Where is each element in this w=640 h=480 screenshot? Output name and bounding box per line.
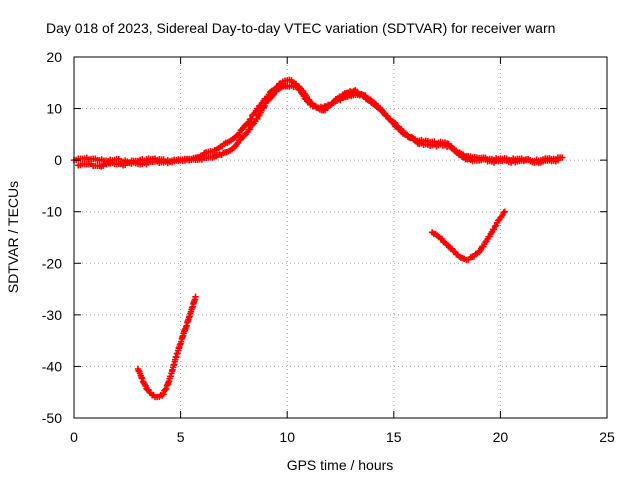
data-point [250, 111, 257, 118]
x-tick-label: 15 [386, 429, 402, 445]
data-point [490, 226, 498, 233]
series-main-band-b [75, 76, 562, 170]
data-point [160, 390, 167, 398]
y-tick-label: 10 [46, 101, 62, 117]
data-point [249, 121, 256, 128]
data-point [475, 248, 483, 256]
data-point [554, 156, 562, 164]
x-tick-label: 10 [279, 429, 295, 445]
y-tick-label: -30 [42, 307, 62, 323]
data-point [192, 293, 199, 301]
x-tick-label: 20 [493, 429, 509, 445]
data-point [482, 238, 489, 246]
plot-frame [73, 56, 608, 419]
y-tick-label: 20 [46, 49, 62, 65]
series-early-arc [134, 293, 199, 401]
data-point [391, 119, 399, 127]
data-point [139, 375, 146, 382]
data-point [246, 126, 254, 133]
x-tick-label: 5 [177, 429, 185, 445]
data-point [255, 112, 262, 120]
series-late-arc [428, 208, 508, 264]
y-axis-label: SDTVAR / TECUs [5, 181, 21, 293]
y-tick-label: 0 [54, 152, 62, 168]
chart-title: Day 018 of 2023, Sidereal Day-to-day VTE… [46, 20, 555, 36]
x-tick-label: 25 [599, 429, 615, 445]
ticks: 0 5 10 15 20 25 -50 -40 -30 -20 -10 0 10 20 [42, 49, 615, 445]
data-point [162, 385, 170, 393]
data-point [501, 208, 508, 215]
y-tick-label: -20 [42, 255, 62, 271]
grid [74, 57, 607, 418]
data-layer [70, 76, 566, 401]
y-tick-label: -50 [42, 410, 62, 426]
data-point [500, 209, 507, 216]
x-axis-label: GPS time / hours [287, 457, 394, 473]
x-tick-label: 0 [70, 429, 78, 445]
data-point [247, 115, 255, 123]
data-point [559, 154, 566, 161]
y-tick-label: -10 [42, 204, 62, 220]
y-tick-label: -40 [42, 358, 62, 374]
